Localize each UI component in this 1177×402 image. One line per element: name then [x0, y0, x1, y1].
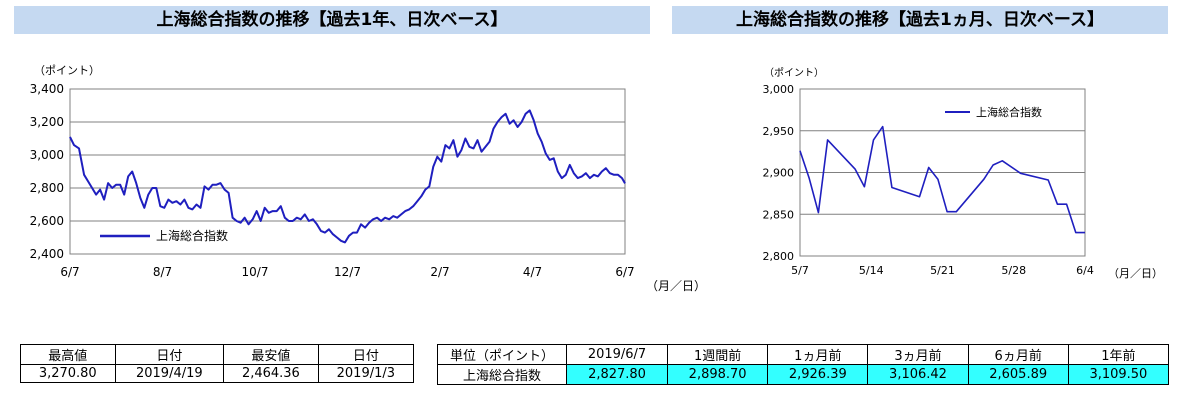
line-chart-1y: 2,400 2,600 2,800 3,000 3,200 3,400 6/7 8/7 10/7… — [30, 82, 635, 279]
y-tick-label: 3,400 — [30, 82, 64, 96]
y-axis-label-1y: （ポイント） — [34, 64, 100, 77]
y-tick-label: 2,950 — [763, 125, 795, 138]
chart-title-1m: 上海総合指数の推移【過去1ヵ月、日次ベース】 — [672, 6, 1168, 34]
x-tick-label: 10/7 — [242, 265, 269, 279]
table-cell: 3,106.42 — [867, 364, 969, 385]
comparison-table: 単位（ポイント） 2019/6/7 1週間前 1ヵ月前 3ヵ月前 6ヵ月前 1年… — [437, 344, 1170, 385]
table-cell: 2,926.39 — [767, 364, 869, 385]
table-header-cell: 日付 — [317, 344, 415, 365]
x-tick-label: 5/14 — [859, 264, 884, 277]
y-tick-label: 3,000 — [763, 83, 795, 96]
table-header-cell: 日付 — [114, 344, 225, 365]
y-tick-label: 3,000 — [30, 148, 64, 162]
table-cell: 2,605.89 — [967, 364, 1069, 385]
y-axis-label-1m: （ポイント） — [764, 68, 824, 79]
line-chart-1m: 2,800 2,850 2,900 2,950 3,000 5/7 5/14 5/21 5/28… — [763, 83, 1094, 277]
x-tick-label: 5/7 — [791, 264, 809, 277]
y-tick-label: 3,200 — [30, 115, 64, 129]
y-tick-label: 2,800 — [30, 181, 64, 195]
legend-label: 上海総合指数 — [976, 105, 1042, 119]
plot-area — [69, 88, 626, 255]
high-low-table: 最高値 日付 最安値 日付 3,270.80 2019/4/19 2,464.3… — [20, 344, 415, 383]
table-cell: 2019/1/3 — [317, 364, 415, 383]
y-tick-label: 2,800 — [763, 250, 795, 263]
x-tick-label: 2/7 — [430, 265, 449, 279]
table-cell: 3,109.50 — [1067, 364, 1170, 385]
y-tick-label: 2,850 — [763, 208, 795, 221]
table-header-cell: 3ヵ月前 — [867, 344, 969, 365]
table-row: 3,270.80 2019/4/19 2,464.36 2019/1/3 — [20, 364, 415, 383]
table-cell: 2,898.70 — [667, 364, 769, 385]
series-line — [799, 125, 1085, 234]
legend-label: 上海総合指数 — [156, 228, 228, 243]
table-cell: 2,827.80 — [565, 364, 669, 385]
x-tick-label: 12/7 — [334, 265, 361, 279]
table-header-cell: 2019/6/7 — [565, 344, 669, 365]
table-cell: 2019/4/19 — [114, 364, 225, 383]
table-header-row: 単位（ポイント） 2019/6/7 1週間前 1ヵ月前 3ヵ月前 6ヵ月前 1年… — [437, 344, 1170, 365]
x-tick-label: 8/7 — [153, 265, 172, 279]
table-header-row: 最高値 日付 最安値 日付 — [20, 344, 415, 365]
table-header-cell: 6ヵ月前 — [967, 344, 1069, 365]
table-header-cell: 最安値 — [223, 344, 319, 365]
x-tick-label: 5/28 — [1001, 264, 1026, 277]
y-tick-label: 2,900 — [763, 167, 795, 180]
x-tick-label: 4/7 — [523, 265, 542, 279]
y-tick-label: 2,600 — [30, 214, 64, 228]
y-tick-label: 2,400 — [30, 247, 64, 261]
x-axis-label-1y: （月／日） — [646, 279, 707, 293]
table-row: 上海総合指数 2,827.80 2,898.70 2,926.39 3,106.… — [437, 364, 1170, 385]
chart-title-1y: 上海総合指数の推移【過去1年、日次ベース】 — [14, 6, 650, 34]
x-tick-label: 5/21 — [930, 264, 955, 277]
table-header-cell: 単位（ポイント） — [437, 344, 567, 365]
table-header-cell: 1年前 — [1067, 344, 1170, 365]
table-cell: 3,270.80 — [20, 364, 116, 383]
x-tick-label: 6/7 — [615, 265, 634, 279]
series-line — [69, 109, 626, 244]
x-axis-label-1m: （月／日） — [1108, 267, 1163, 280]
table-header-cell: 最高値 — [20, 344, 116, 365]
table-header-cell: 1ヵ月前 — [767, 344, 869, 365]
x-tick-label: 6/7 — [60, 265, 79, 279]
table-header-cell: 1週間前 — [667, 344, 769, 365]
table-row-label: 上海総合指数 — [437, 364, 567, 385]
table-cell: 2,464.36 — [223, 364, 319, 383]
x-tick-label: 6/4 — [1076, 264, 1094, 277]
